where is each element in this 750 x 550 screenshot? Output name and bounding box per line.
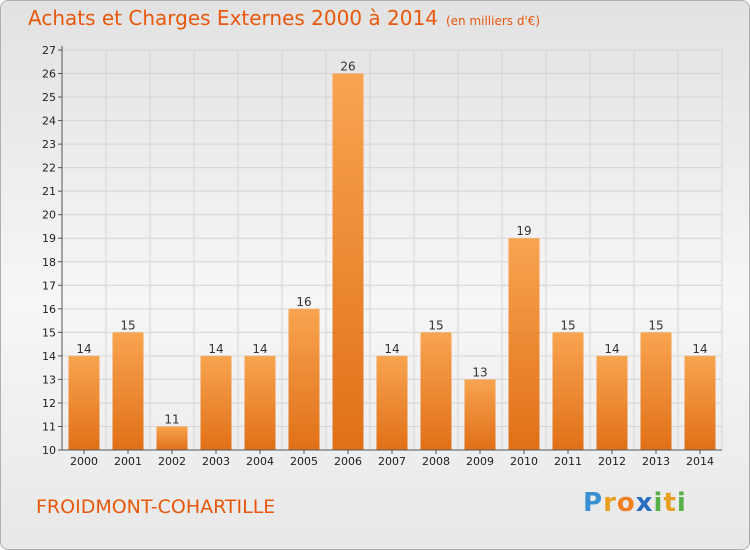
bar-value-label: 16 <box>296 295 311 309</box>
y-tick-label: 12 <box>42 397 56 410</box>
bar-value-label: 15 <box>428 318 443 332</box>
y-tick-label: 24 <box>42 115 56 128</box>
y-tick-label: 17 <box>42 279 56 292</box>
bar-value-label: 15 <box>120 318 135 332</box>
x-tick-label: 2010 <box>510 455 538 468</box>
bar-value-label: 15 <box>648 318 663 332</box>
bar <box>156 426 188 450</box>
y-tick-label: 21 <box>42 185 56 198</box>
bar <box>332 73 364 450</box>
x-tick-label: 2003 <box>202 455 230 468</box>
x-tick-label: 2011 <box>554 455 582 468</box>
x-tick-label: 2013 <box>642 455 670 468</box>
bar <box>684 355 716 450</box>
x-tick-label: 2008 <box>422 455 450 468</box>
y-tick-label: 27 <box>42 44 56 57</box>
bar <box>68 355 100 450</box>
x-tick-label: 2012 <box>598 455 626 468</box>
x-tick-label: 2006 <box>334 455 362 468</box>
y-tick-label: 13 <box>42 373 56 386</box>
bar-value-label: 11 <box>164 412 179 426</box>
x-tick-label: 2001 <box>114 455 142 468</box>
bar <box>112 332 144 450</box>
y-tick-label: 23 <box>42 138 56 151</box>
bar-value-label: 14 <box>384 342 399 356</box>
x-tick-label: 2009 <box>466 455 494 468</box>
bar <box>596 355 628 450</box>
y-tick-label: 18 <box>42 256 56 269</box>
y-tick-label: 25 <box>42 91 56 104</box>
commune-name: FROIDMONT-COHARTILLE <box>36 496 276 518</box>
bar <box>640 332 672 450</box>
y-tick-label: 20 <box>42 209 56 222</box>
y-tick-label: 16 <box>42 303 56 316</box>
bars: 14 15 11 14 14 16 26 14 15 13 19 15 14 15 14 <box>68 60 716 450</box>
unit-text: (en milliers d'€) <box>445 14 541 28</box>
y-tick-label: 10 <box>42 444 56 457</box>
x-tick-label: 2002 <box>158 455 186 468</box>
y-tick-label: 19 <box>42 232 56 245</box>
bar <box>420 332 452 450</box>
chart-title: Achats et Charges Externes 2000 à 2014 (e… <box>28 6 540 30</box>
proxiti-logo: Proxiti <box>583 488 687 518</box>
title-text: Achats et Charges Externes 2000 à 2014 <box>28 6 438 30</box>
bar-value-label: 26 <box>340 60 355 74</box>
bar-value-label: 15 <box>560 318 575 332</box>
y-tick-label: 14 <box>42 350 56 363</box>
x-tick-label: 2000 <box>70 455 98 468</box>
x-tick-label: 2004 <box>246 455 274 468</box>
y-tick-label: 22 <box>42 162 56 175</box>
bar-value-label: 13 <box>472 365 487 379</box>
bar <box>244 355 276 450</box>
bar <box>288 308 320 450</box>
bar-value-label: 14 <box>692 342 707 356</box>
x-tick-label: 2014 <box>686 455 714 468</box>
bar-value-label: 14 <box>208 342 223 356</box>
bar <box>376 355 408 450</box>
bar-value-label: 14 <box>252 342 267 356</box>
bar-value-label: 14 <box>604 342 619 356</box>
bar-value-label: 14 <box>76 342 91 356</box>
bar <box>508 238 540 450</box>
bar <box>464 379 496 450</box>
axes: 10 11 12 13 14 15 16 17 18 19 20 21 22 23 24 25 26 27 2000… <box>42 44 722 468</box>
x-tick-label: 2005 <box>290 455 318 468</box>
y-tick-label: 26 <box>42 68 56 81</box>
y-tick-label: 15 <box>42 326 56 339</box>
x-tick-label: 2007 <box>378 455 406 468</box>
bar <box>200 355 232 450</box>
y-tick-label: 11 <box>42 420 56 433</box>
bar-value-label: 19 <box>516 224 531 238</box>
bar <box>552 332 584 450</box>
